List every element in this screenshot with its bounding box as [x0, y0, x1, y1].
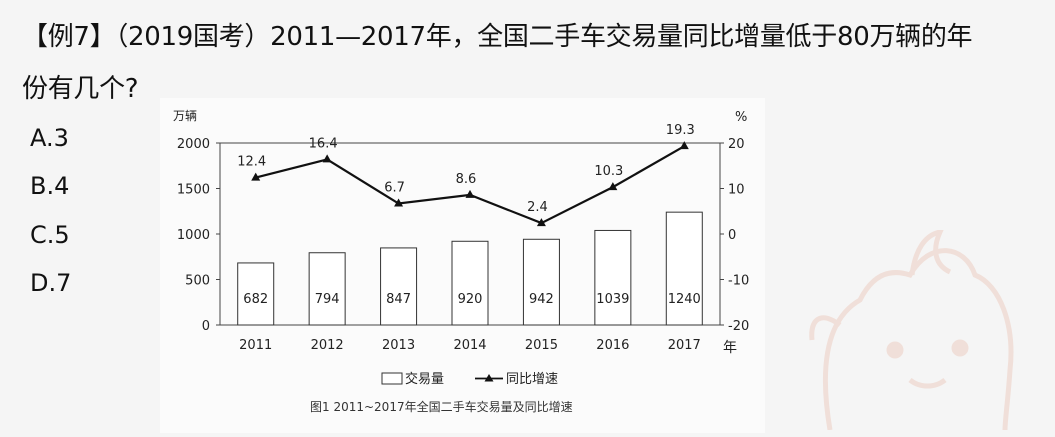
bar-label: 1240 [668, 292, 701, 307]
bar-label: 1039 [596, 292, 629, 307]
growth-point [465, 189, 475, 198]
growth-point [251, 172, 261, 181]
x-axis-unit: 年 [723, 340, 737, 356]
question-text-2: 份有几个? [22, 74, 139, 104]
bar-label: 794 [315, 292, 340, 307]
legend-bar-label: 交易量 [405, 371, 444, 387]
x-tick-label: 2013 [382, 338, 415, 353]
x-tick-label: 2012 [311, 338, 344, 353]
right-tick-label: 20 [728, 137, 745, 152]
bar [594, 229, 632, 326]
growth-label: 6.7 [384, 181, 405, 196]
legend-bar-swatch [381, 372, 403, 385]
mascot-watermark [809, 230, 1014, 430]
x-tick-label: 2014 [453, 338, 486, 353]
x-tick-label: 2015 [525, 338, 558, 353]
option-b[interactable]: B.4 [30, 172, 70, 200]
chart-caption: 图1 2011~2017年全国二手车交易量及同比增速 [310, 399, 573, 414]
left-tick-label: 0 [202, 319, 210, 334]
bar-label: 847 [386, 292, 411, 307]
left-tick-label: 1000 [177, 228, 210, 243]
chart: 0 500 1000 1500 2000 -20 -10 0 10 20 2011 2012 2013 2… [173, 109, 749, 414]
x-tick-label: 2011 [239, 338, 272, 353]
bar-label: 682 [243, 292, 268, 307]
bar [237, 262, 275, 326]
growth-label: 8.6 [456, 172, 477, 187]
right-tick-label: 0 [728, 228, 736, 243]
left-tick-label: 500 [185, 274, 210, 289]
growth-point [322, 154, 332, 163]
left-tick-label: 2000 [177, 137, 210, 152]
right-axis-unit: % [735, 110, 747, 125]
question-line-1: 【例7】（2019国考）2011—2017年，全国二手车交易量同比增量低于80万… [22, 22, 973, 52]
growth-label: 12.4 [237, 155, 266, 170]
option-a[interactable]: A.3 [30, 124, 69, 152]
left-tick-label: 1500 [177, 183, 210, 198]
bar [451, 240, 489, 326]
bar [308, 252, 346, 326]
growth-label: 10.3 [594, 164, 623, 179]
right-tick-label: -10 [728, 274, 749, 289]
option-c[interactable]: C.5 [30, 221, 70, 249]
growth-point [536, 218, 546, 227]
chart-card: 0 500 1000 1500 2000 -20 -10 0 10 20 2011 2012 2013 2… [160, 98, 765, 433]
growth-point [608, 182, 618, 191]
legend-line-marker [484, 374, 494, 382]
bar-label: 942 [529, 292, 554, 307]
growth-label: 2.4 [527, 200, 548, 215]
growth-point [679, 141, 689, 150]
question-prefix: 【例7】 [22, 22, 116, 52]
bar [665, 211, 703, 326]
question-text-1: 2011—2017年，全国二手车交易量同比增量低于80万辆的年 [270, 22, 973, 52]
question-source: （2019国考） [115, 22, 271, 52]
bar [380, 247, 418, 326]
x-tick-label: 2017 [668, 338, 701, 353]
option-d[interactable]: D.7 [30, 269, 72, 297]
legend-line-label: 同比增速 [506, 372, 558, 387]
right-tick-label: 10 [728, 183, 745, 198]
question-line-2: 份有几个? [22, 74, 139, 104]
growth-label: 16.4 [309, 136, 338, 151]
x-tick-label: 2016 [596, 338, 629, 353]
bar [522, 238, 560, 326]
growth-label: 19.3 [666, 123, 695, 138]
bar-label: 920 [458, 292, 483, 307]
left-axis-unit: 万辆 [173, 109, 197, 123]
right-tick-label: -20 [728, 319, 749, 334]
chart-legend: 交易量 同比增速 [381, 371, 558, 387]
growth-point [394, 198, 404, 207]
